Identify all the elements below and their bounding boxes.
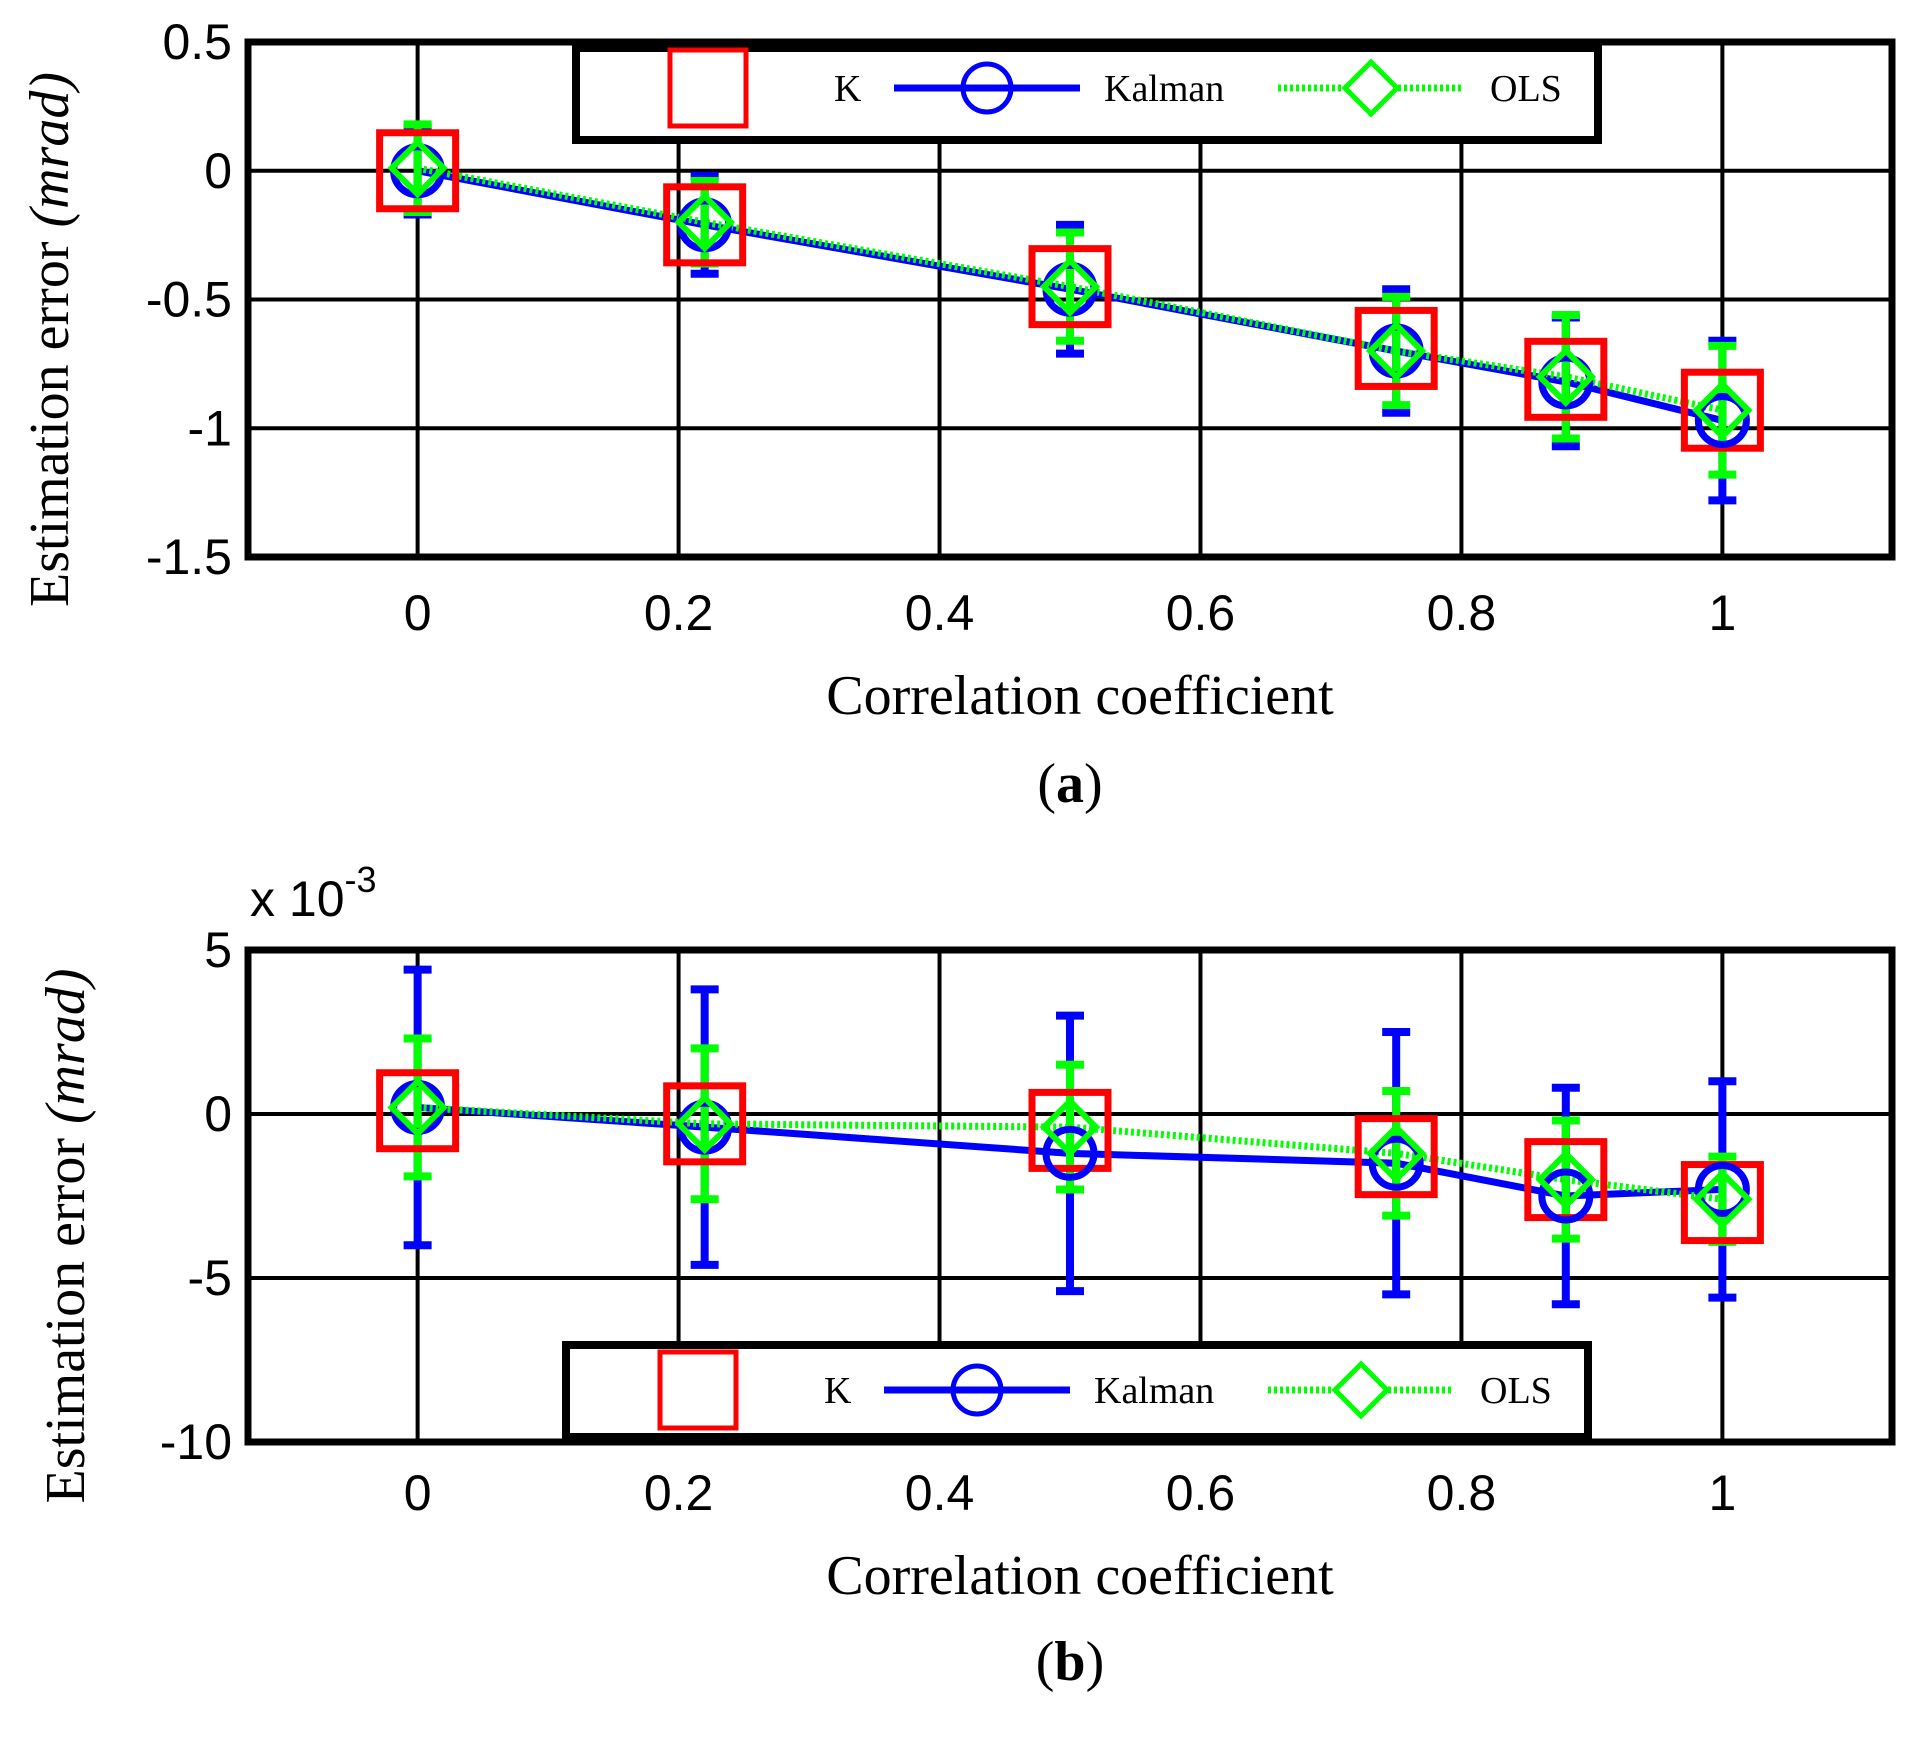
k-marker	[1028, 1088, 1112, 1172]
chart-panel-a: 0 0.2 0.4 0.6 0.8 1 0.5 0 -0.5 -1 -1.5 Correlation …	[19, 14, 1896, 815]
legend-kalman-label: Kalman	[1104, 68, 1224, 110]
legend: K Kalman OLS	[572, 44, 1602, 144]
y-tick-label: 0.5	[162, 14, 232, 70]
legend-ols-marker	[1331, 1360, 1391, 1420]
plot-frame	[244, 946, 1896, 1446]
y-exponent-label: x 10-3	[250, 859, 377, 927]
panel-label: (a)	[1037, 753, 1102, 815]
y-axis-title: Estimation error (mrad)	[19, 72, 81, 607]
y-axis-title-unit: (mrad)	[35, 969, 97, 1125]
y-axis-title-unit: (mrad)	[19, 72, 81, 228]
y-tick-label: 0	[204, 143, 232, 199]
ols-marker	[1535, 1149, 1597, 1210]
x-axis-title: Correlation coefficient	[826, 1545, 1334, 1607]
legend: K Kalman OLS	[562, 1341, 1592, 1441]
ols-marker	[1692, 1169, 1753, 1230]
y-tick-label: -0.5	[146, 272, 232, 328]
ols-marker	[1039, 256, 1101, 317]
x-tick-label: 0	[404, 585, 432, 641]
legend-k-marker	[657, 1349, 739, 1431]
panel-label-open: (	[1036, 1631, 1055, 1693]
kalman-marker	[1694, 1161, 1750, 1217]
legend-ols-label: OLS	[1490, 68, 1562, 110]
ols-marker	[674, 192, 735, 253]
y-axis-title: Estimation error (mrad)	[35, 969, 97, 1504]
series-line-ols	[416, 164, 1724, 414]
legend-ols-marker	[1341, 58, 1401, 118]
k-marker	[1354, 306, 1438, 390]
x-tick-label: 0.6	[1166, 1465, 1236, 1521]
chart-panel-b: 0 0.2 0.4 0.6 0.8 1 5 0 -5 -10 x 10-3 Correlation c…	[35, 859, 1896, 1693]
k-marker	[1680, 368, 1764, 452]
legend-kalman-marker	[960, 61, 1014, 115]
x-tick-label: 1	[1708, 1465, 1736, 1521]
k-marker	[1354, 1115, 1438, 1199]
panel-label-letter: a	[1056, 753, 1084, 815]
plot-frame	[244, 38, 1896, 561]
x-axis-title: Correlation coefficient	[826, 665, 1334, 727]
x-tick-label: 0.8	[1427, 585, 1497, 641]
panel-label-close: )	[1086, 1631, 1105, 1693]
k-marker	[1028, 245, 1112, 329]
y-exponent-base: x 10	[250, 871, 345, 927]
y-tick-label: -1	[188, 400, 232, 456]
y-tick-label: -5	[188, 1250, 232, 1306]
ols-marker	[387, 1077, 448, 1138]
panel-label-open: (	[1037, 753, 1056, 815]
x-tick-label: 0.8	[1427, 1465, 1497, 1521]
legend-box	[562, 1341, 1592, 1441]
ols-marker	[1535, 346, 1597, 407]
ols-marker	[1039, 1096, 1101, 1158]
y-axis-title-main: Estimation error	[35, 1124, 97, 1503]
x-tick-label: 0.2	[644, 1465, 714, 1521]
y-tick-label: -10	[160, 1414, 232, 1470]
panel-label-close: )	[1084, 753, 1103, 815]
kalman-marker	[1042, 1125, 1098, 1181]
legend-kalman-label: Kalman	[1094, 1370, 1214, 1412]
legend-k-marker	[667, 47, 749, 129]
y-tick-label: 0	[204, 1086, 232, 1142]
legend-k-label: K	[824, 1370, 852, 1412]
y-tick-label: 5	[204, 922, 232, 978]
kalman-marker	[1694, 393, 1750, 449]
x-tick-label: 0	[404, 1465, 432, 1521]
panel-label-letter: b	[1054, 1631, 1085, 1693]
x-tick-label: 0.6	[1166, 585, 1236, 641]
k-marker	[376, 129, 460, 213]
legend-kalman-marker	[950, 1363, 1004, 1417]
panel-label: (b)	[1036, 1631, 1104, 1693]
ols-marker	[1692, 379, 1753, 441]
x-tick-label: 0.4	[905, 585, 975, 641]
x-tick-label: 0.2	[644, 585, 714, 641]
y-axis-title-main: Estimation error	[19, 228, 81, 607]
y-tick-label: -1.5	[146, 529, 232, 585]
ols-marker	[1365, 320, 1427, 382]
k-marker	[663, 183, 747, 267]
y-exponent-power: -3	[345, 859, 377, 900]
k-marker	[376, 1069, 460, 1153]
k-marker	[1524, 337, 1608, 421]
ols-marker	[387, 137, 448, 199]
legend-ols-label: OLS	[1480, 1370, 1552, 1412]
x-tick-label: 1	[1708, 585, 1736, 641]
ols-marker	[674, 1093, 735, 1155]
legend-k-label: K	[834, 68, 862, 110]
kalman-marker	[1538, 1168, 1594, 1224]
k-marker	[663, 1082, 747, 1166]
x-tick-label: 0.4	[905, 1465, 975, 1521]
ols-marker	[1365, 1123, 1427, 1184]
kalman-marker	[1368, 1135, 1424, 1191]
